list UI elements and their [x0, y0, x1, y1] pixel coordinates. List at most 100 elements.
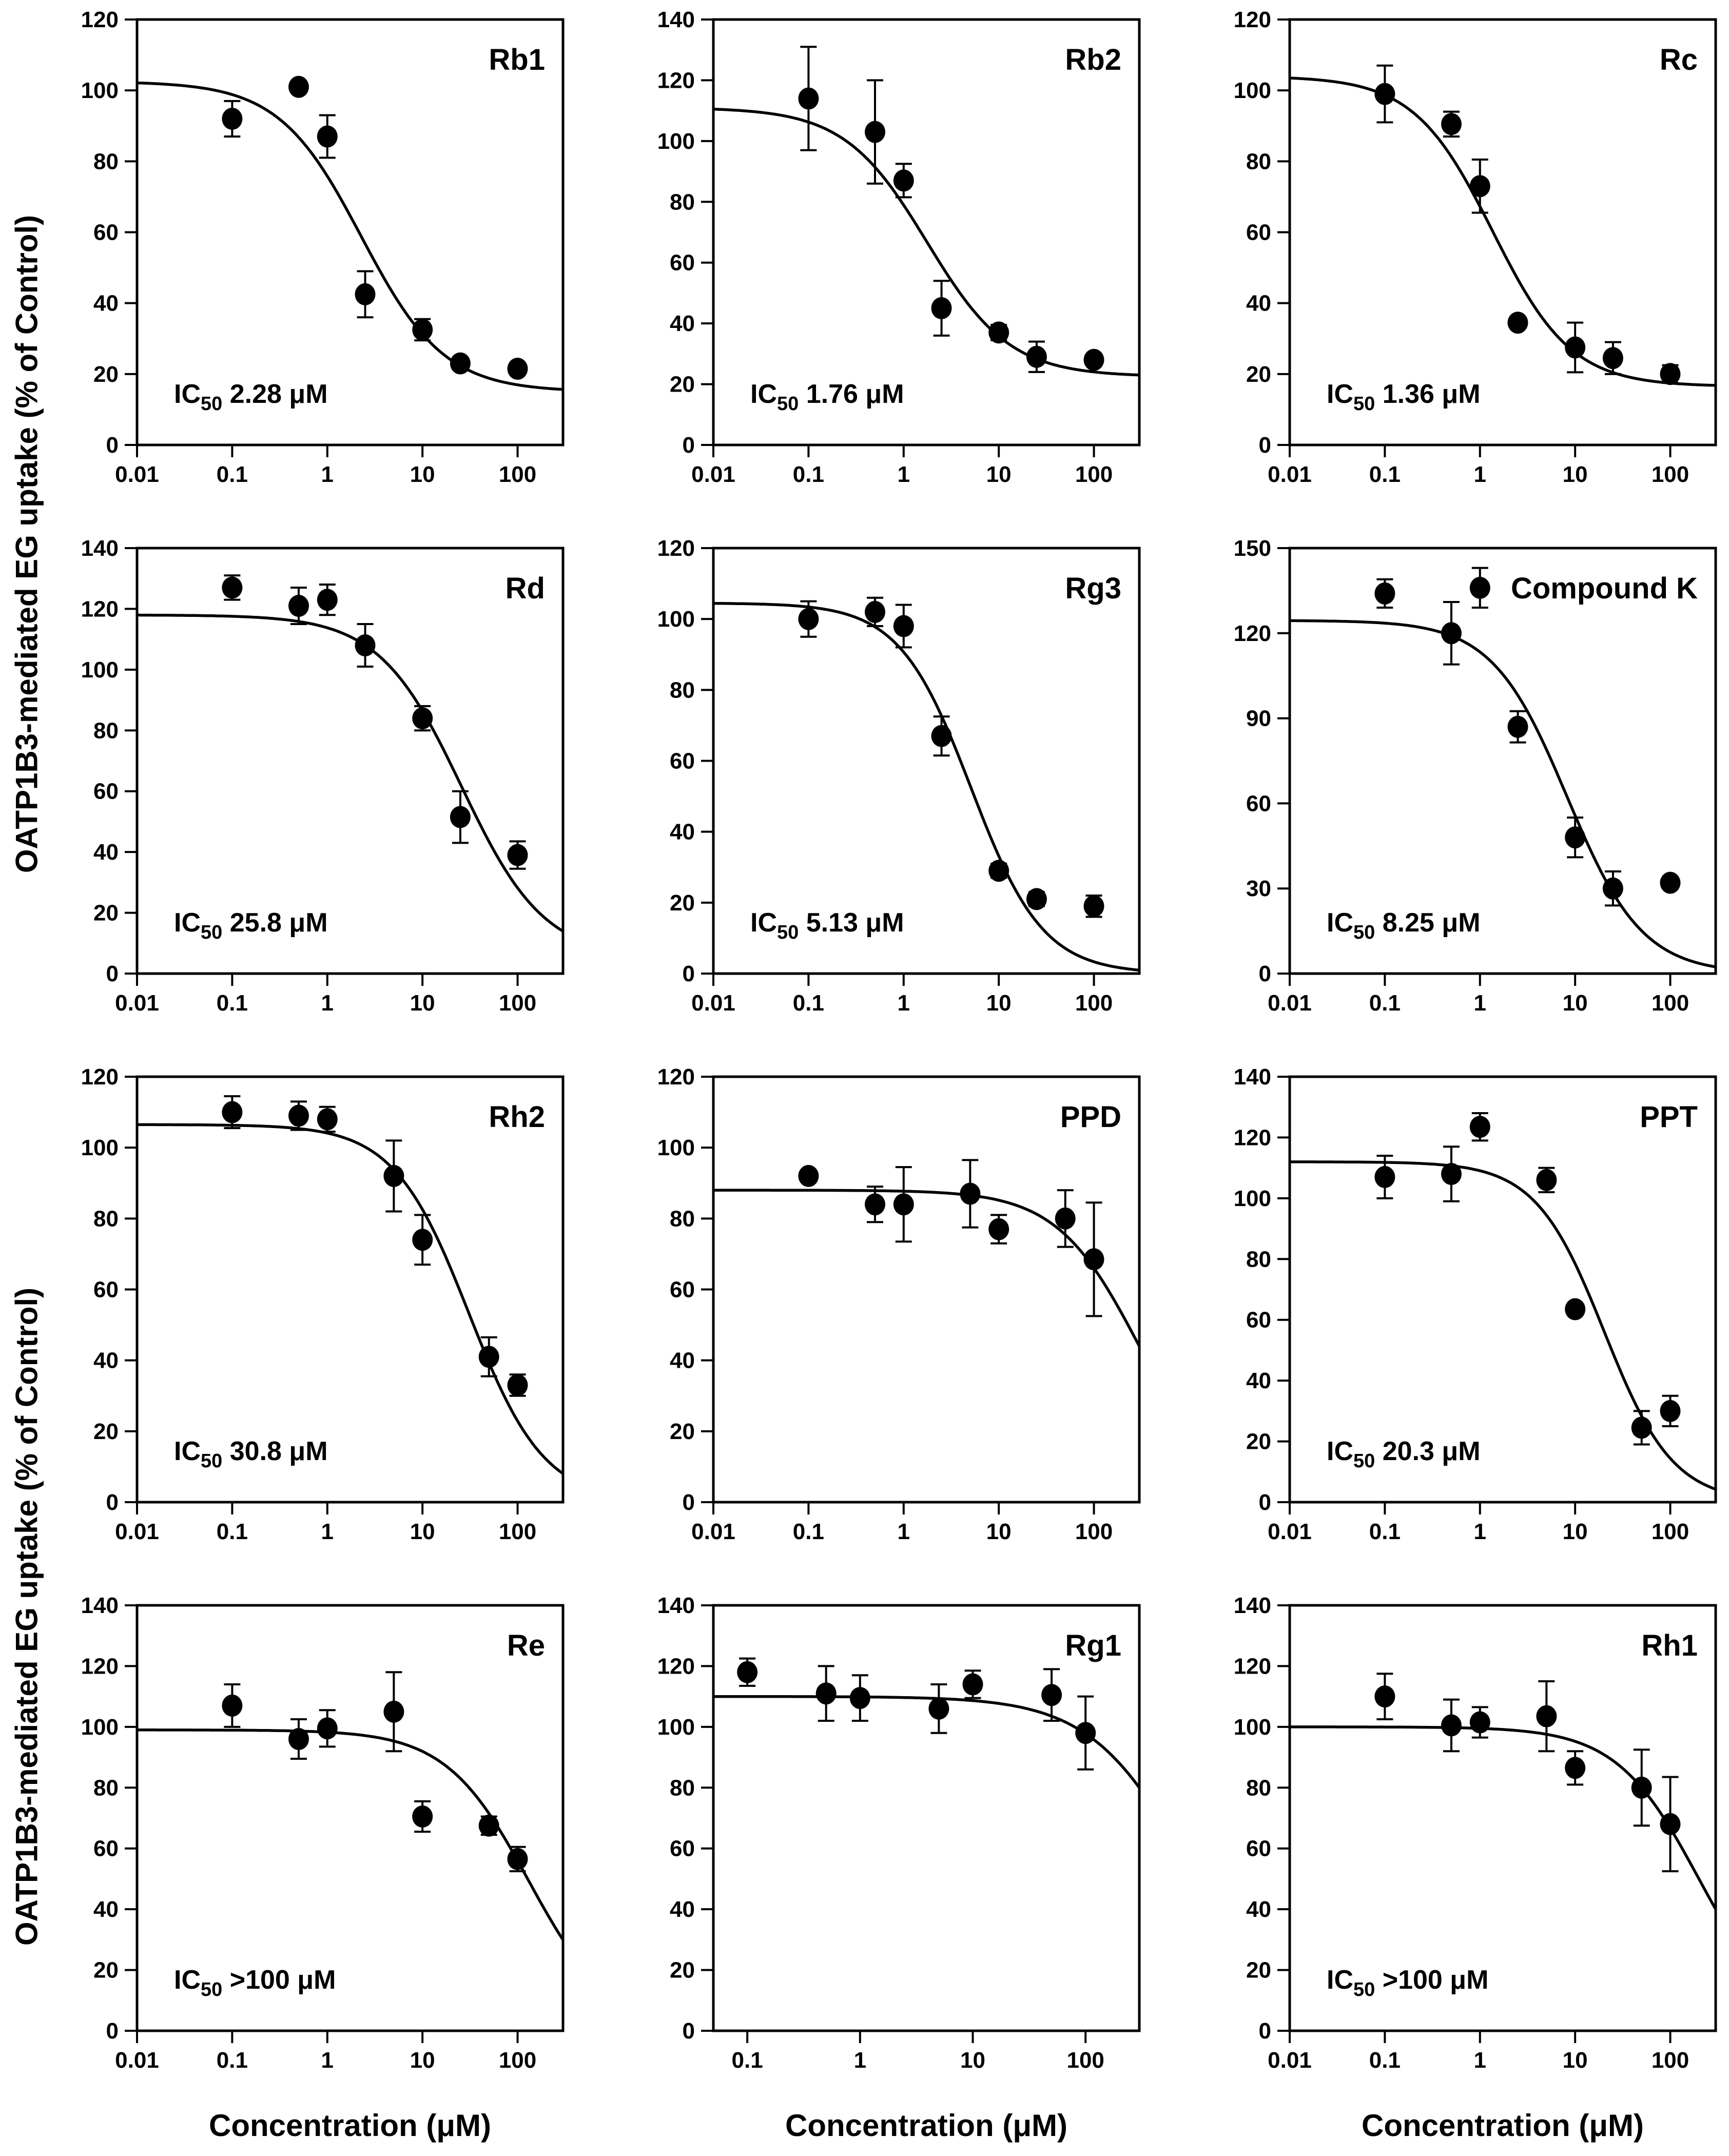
- x-tick-label: 0.1: [217, 990, 248, 1016]
- data-point: [1660, 363, 1681, 385]
- x-tick-label: 10: [986, 462, 1012, 487]
- y-tick-label: 140: [1234, 1593, 1271, 1618]
- data-point: [288, 1728, 309, 1750]
- data-point: [1441, 113, 1462, 135]
- y-tick-label: 60: [93, 1836, 119, 1861]
- dose-response-plot: 0 20 40 60 80 100 120 140 0.01 0.1 1 10 100 PPT IC50 2…: [1234, 1064, 1717, 1544]
- data-point: [383, 1700, 404, 1723]
- data-point: [1441, 1714, 1462, 1737]
- x-tick-label: 1: [321, 1519, 334, 1544]
- x-tick-label: 10: [1563, 1519, 1588, 1544]
- x-tick-label: 100: [1075, 1519, 1113, 1544]
- y-tick-label: 80: [1246, 149, 1271, 174]
- data-point: [1026, 888, 1047, 910]
- x-tick-label: 1: [321, 990, 334, 1016]
- panel-rb2: 0 20 40 60 80 100 120 140 0.01 0.1 1 10 100 Rb2 IC50 1…: [576, 0, 1153, 531]
- y-tick-label: 20: [93, 362, 119, 387]
- y-tick-label: 0: [106, 433, 119, 458]
- x-tick-label: 10: [1563, 990, 1588, 1016]
- fit-curve: [137, 1728, 565, 1941]
- x-tick-label: 1: [1474, 1519, 1486, 1544]
- y-tick-label: 20: [670, 1419, 695, 1444]
- y-tick-label: 140: [81, 1593, 119, 1618]
- ic50-annotation: IC50 1.76 μM: [750, 379, 904, 415]
- y-tick-label: 140: [81, 536, 119, 561]
- dose-response-plot: 0 20 40 60 80 100 120 140 0.01 0.1 1 10 100 Rd IC50 25…: [81, 536, 565, 1016]
- data-point: [1536, 1169, 1557, 1191]
- x-tick-label: 100: [1066, 2048, 1104, 2073]
- panel-rg1: 0 20 40 60 80 100 120 140 0.1 1 10 100 Rg1 Concentrat…: [576, 1586, 1153, 2156]
- data-point: [1026, 345, 1047, 368]
- x-tick-label: 0.01: [691, 990, 735, 1016]
- y-tick-label: 20: [93, 901, 119, 926]
- data-point: [815, 1682, 837, 1705]
- y-tick-label: 20: [670, 372, 695, 397]
- y-tick-label: 0: [106, 2018, 119, 2044]
- x-tick-label: 10: [410, 462, 435, 487]
- x-tick-label: 0.01: [115, 462, 159, 487]
- x-tick-label: 100: [1652, 1519, 1689, 1544]
- data-point: [1565, 1298, 1586, 1320]
- data-point: [865, 1193, 885, 1216]
- data-point: [931, 297, 952, 319]
- data-point: [960, 1182, 981, 1205]
- data-point: [1055, 1207, 1076, 1230]
- data-point: [931, 725, 952, 747]
- y-tick-label: 40: [670, 1348, 695, 1373]
- ic50-annotation: IC50 >100 μM: [1327, 1965, 1488, 2000]
- y-tick-label: 40: [1246, 1897, 1271, 1922]
- y-tick-label: 140: [657, 1593, 695, 1618]
- x-tick-label: 1: [321, 462, 334, 487]
- x-tick-label: 0.1: [1369, 1519, 1401, 1544]
- data-point: [507, 1848, 528, 1870]
- y-tick-label: 80: [1246, 1247, 1271, 1272]
- y-tick-label: 40: [93, 1348, 119, 1373]
- panel-rb1: 0 20 40 60 80 100 120 0.01 0.1 1 10 100 Rb1 IC50 2.28…: [0, 0, 576, 531]
- y-tick-label: 40: [93, 840, 119, 865]
- y-tick-label: 20: [670, 890, 695, 916]
- y-tick-label: 0: [1259, 2018, 1271, 2044]
- x-axis-caption: Concentration (μM): [785, 2108, 1067, 2143]
- y-tick-label: 0: [683, 961, 695, 986]
- y-tick-label: 20: [93, 1958, 119, 1983]
- panel-title: Rg1: [1065, 1629, 1121, 1662]
- data-point: [1469, 576, 1490, 599]
- y-tick-label: 150: [1234, 536, 1271, 561]
- y-tick-label: 80: [93, 149, 119, 174]
- data-point: [1660, 1400, 1681, 1422]
- plot-box: [135, 547, 565, 975]
- x-tick-label: 0.01: [691, 1519, 735, 1544]
- dose-response-plot: 0 20 40 60 80 100 120 0.01 0.1 1 10 100 Rh2 IC50 30.8…: [81, 1064, 565, 1544]
- data-point: [1075, 1722, 1096, 1744]
- panel-title: Rg3: [1065, 572, 1121, 605]
- y-tick-label: 80: [93, 1775, 119, 1800]
- y-tick-label: 0: [683, 1490, 695, 1515]
- dose-response-plot: 0 20 40 60 80 100 120 0.01 0.1 1 10 100 Rg3 IC50 5.13…: [657, 536, 1141, 1016]
- y-tick-label: 60: [670, 250, 695, 276]
- x-tick-label: 0.01: [1268, 462, 1312, 487]
- data-point: [507, 358, 528, 380]
- x-tick-label: 0.1: [217, 1519, 248, 1544]
- y-tick-label: 60: [1246, 791, 1271, 816]
- y-tick-label: 20: [670, 1958, 695, 1983]
- data-point: [1041, 1684, 1062, 1706]
- data-point: [478, 1346, 499, 1368]
- data-point: [1565, 336, 1586, 359]
- y-tick-label: 40: [1246, 291, 1271, 316]
- x-tick-label: 0.01: [115, 1519, 159, 1544]
- x-tick-label: 0.1: [1369, 462, 1401, 487]
- y-tick-label: 100: [81, 1135, 119, 1160]
- panel-title: Rb2: [1065, 43, 1121, 76]
- panel-rd: 0 20 40 60 80 100 120 140 0.01 0.1 1 10 100 Rd IC50 25…: [0, 529, 576, 1060]
- data-point: [865, 121, 885, 143]
- y-tick-label: 80: [93, 1206, 119, 1231]
- y-tick-label: 100: [1234, 1715, 1271, 1740]
- panel-ppd: 0 20 40 60 80 100 120 0.01 0.1 1 10 100 PPD: [576, 1057, 1153, 1588]
- data-point: [1507, 715, 1528, 738]
- data-point: [893, 169, 914, 192]
- fit-curve: [1290, 1160, 1716, 1491]
- data-point: [1374, 83, 1395, 105]
- data-point: [1083, 895, 1104, 918]
- dose-response-plot: 0 20 40 60 80 100 120 0.01 0.1 1 10 100 Rc IC50 1.36 …: [1234, 7, 1717, 487]
